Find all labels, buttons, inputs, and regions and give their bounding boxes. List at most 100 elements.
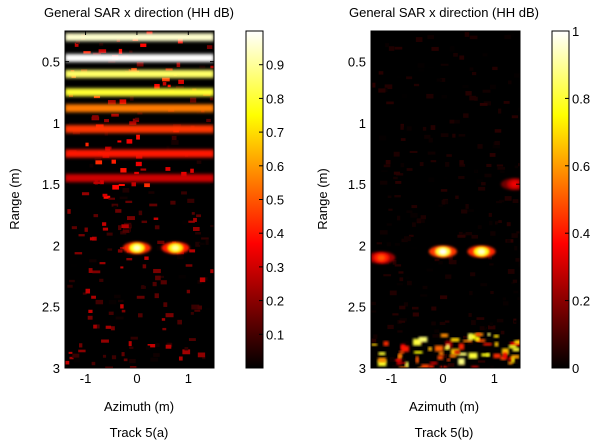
speckle-cell bbox=[406, 168, 413, 171]
speckle-cell bbox=[384, 84, 393, 90]
colorbar-tick-label: 0.8 bbox=[266, 91, 284, 106]
xtick-label: 1 bbox=[491, 371, 498, 386]
speckle-cell bbox=[483, 240, 488, 245]
speckle-cell bbox=[107, 248, 113, 251]
speckle-cell bbox=[487, 325, 496, 330]
speckle-cell bbox=[497, 166, 506, 170]
speckle-cell bbox=[476, 179, 484, 184]
speckle-cell bbox=[117, 249, 123, 253]
spot-1 bbox=[467, 245, 496, 258]
speckle-cell bbox=[153, 217, 159, 220]
speckle-cell bbox=[115, 316, 124, 320]
speckle-cell bbox=[399, 277, 404, 282]
speckle-cell bbox=[105, 325, 112, 329]
speckle-cell bbox=[195, 241, 201, 247]
colorbar-tick-label: 0.6 bbox=[266, 159, 284, 174]
speckle-cell bbox=[87, 315, 93, 320]
speckle-cell bbox=[95, 299, 104, 305]
speckle-cell bbox=[113, 205, 117, 210]
clutter-4 bbox=[371, 332, 520, 368]
band-5 bbox=[65, 125, 214, 134]
speckle-cell bbox=[199, 277, 206, 283]
speckle-cell bbox=[162, 327, 167, 331]
speckle-cell bbox=[507, 80, 512, 85]
speckle-cell bbox=[210, 225, 214, 228]
speckle-cell bbox=[144, 183, 150, 188]
speckle-cell bbox=[518, 107, 520, 112]
speckle-cell bbox=[396, 215, 401, 221]
speckle-cell bbox=[153, 268, 161, 274]
speckle-cell bbox=[403, 236, 411, 242]
speckle-cell bbox=[379, 230, 388, 235]
colorbar-tick-label: 0.2 bbox=[572, 294, 590, 309]
speckle-cell bbox=[504, 34, 512, 39]
speckle-cell bbox=[459, 55, 465, 60]
speckle-cell bbox=[79, 343, 83, 348]
speckle-cell bbox=[132, 118, 140, 123]
speckle-cell bbox=[92, 115, 99, 120]
speckle-cell bbox=[503, 101, 510, 104]
speckle-cell bbox=[147, 344, 156, 348]
speckle-cell bbox=[388, 319, 395, 322]
speckle-cell bbox=[412, 306, 419, 310]
speckle-cell bbox=[99, 262, 106, 265]
speckle-cell bbox=[389, 357, 395, 362]
band-3 bbox=[65, 88, 214, 97]
speckle-cell bbox=[514, 245, 518, 251]
speckle-cell bbox=[403, 302, 408, 307]
speckle-cell bbox=[459, 163, 466, 167]
speckle-cell bbox=[193, 227, 200, 231]
speckle-cell bbox=[464, 32, 470, 37]
speckle-cell bbox=[122, 229, 130, 233]
colorbar-tick-label: 0 bbox=[572, 361, 579, 376]
speckle-cell bbox=[481, 182, 486, 186]
speckle-cell bbox=[68, 279, 75, 283]
speckle-cell bbox=[102, 227, 109, 231]
speckle-cell bbox=[439, 321, 446, 326]
speckle-cell bbox=[72, 353, 80, 358]
speckle-cell bbox=[144, 256, 149, 260]
speckle-cell bbox=[189, 249, 196, 253]
speckle-cell bbox=[440, 353, 448, 359]
speckle-cell bbox=[469, 95, 476, 101]
speckle-cell bbox=[98, 49, 107, 53]
speckle-cell bbox=[129, 50, 133, 53]
speckle-cell bbox=[93, 52, 102, 55]
speckle-cell bbox=[170, 200, 176, 205]
speckle-cell bbox=[88, 309, 93, 313]
speckle-cell bbox=[120, 304, 124, 309]
speckle-cell bbox=[195, 231, 201, 235]
speckle-cell bbox=[127, 216, 135, 221]
speckle-cell bbox=[122, 188, 130, 193]
speckle-cell bbox=[490, 290, 494, 295]
speckle-cell bbox=[388, 208, 393, 211]
colorbar-tick-label: 0.6 bbox=[572, 159, 590, 174]
speckle-cell bbox=[67, 284, 73, 288]
speckle-cell bbox=[140, 168, 147, 171]
colorbar-tick-label: 0.2 bbox=[266, 294, 284, 309]
speckle-cell bbox=[515, 258, 520, 262]
speckle-cell bbox=[121, 352, 125, 357]
xtick-label: 0 bbox=[133, 371, 140, 386]
speckle-cell bbox=[108, 311, 114, 315]
speckle-cell bbox=[119, 246, 125, 249]
speckle-cell bbox=[394, 194, 401, 198]
speckle-cell bbox=[444, 320, 450, 323]
speckle-cell bbox=[85, 288, 91, 294]
colorbar-tick-label: 0.5 bbox=[266, 193, 284, 208]
speckle-cell bbox=[514, 165, 519, 169]
speckle-cell bbox=[381, 170, 388, 173]
speckle-cell bbox=[441, 94, 448, 99]
speckle-cell bbox=[468, 313, 472, 317]
xtick-label: 0 bbox=[439, 371, 446, 386]
speckle-cell bbox=[176, 62, 181, 68]
speckle-cell bbox=[440, 133, 449, 138]
speckle-cell bbox=[438, 260, 443, 265]
speckle-cell bbox=[432, 334, 440, 338]
speckle-cell bbox=[482, 53, 488, 57]
speckle-cell bbox=[466, 209, 474, 212]
speckle-cell bbox=[165, 167, 171, 171]
speckle-cell bbox=[146, 31, 153, 35]
panel-b-caption: Track 5(b) bbox=[415, 425, 474, 440]
speckle-cell bbox=[119, 99, 127, 105]
